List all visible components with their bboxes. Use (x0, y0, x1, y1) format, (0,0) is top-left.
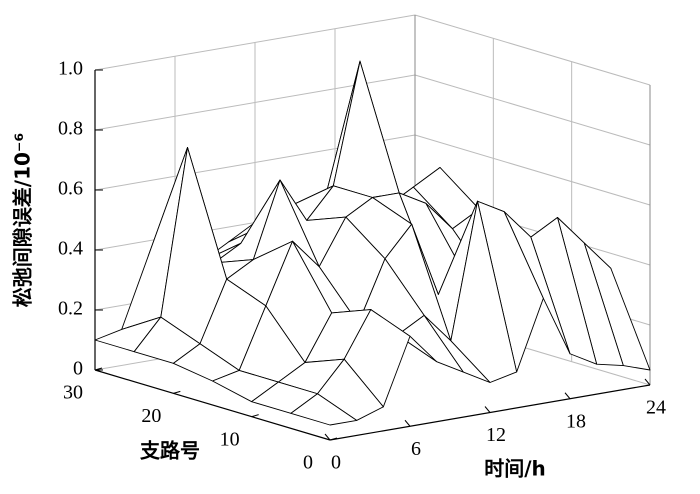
x-tick-label: 12 (486, 424, 506, 446)
axis-line (94, 369, 331, 441)
z-tick-label: 0.4 (58, 238, 83, 260)
tick-mark (94, 367, 103, 371)
tick-mark (173, 390, 181, 394)
z-tick-label: 0.2 (58, 298, 83, 320)
tick-mark (251, 414, 259, 418)
y-tick-label: 10 (220, 428, 240, 450)
grid-line (414, 134, 651, 206)
z-tick-label: 0.6 (58, 178, 83, 200)
x-tick-label: 18 (566, 410, 586, 432)
y-axis-label: 支路号 (140, 439, 200, 463)
z-axis-label: 松弛间隙误差/10⁻⁶ (11, 133, 35, 307)
tick-mark (329, 437, 338, 441)
z-tick-label: 1.0 (58, 58, 83, 80)
y-tick-label: 30 (63, 382, 83, 404)
z-tick-label: 0.8 (58, 118, 83, 140)
z-tick-label: 0 (73, 358, 83, 380)
surface-cell (290, 393, 358, 426)
tick-mark (324, 433, 331, 441)
y-tick-label: 0 (303, 452, 313, 474)
y-tick-label: 20 (141, 405, 161, 427)
tick-mark (404, 419, 411, 427)
x-axis-label: 时间/h (484, 457, 546, 481)
x-tick-label: 0 (331, 452, 341, 474)
tick-mark (644, 378, 651, 386)
grid-line (414, 14, 651, 86)
x-tick-label: 24 (646, 397, 666, 419)
grid-line (414, 74, 651, 146)
x-tick-label: 6 (411, 438, 421, 460)
tick-mark (484, 406, 491, 413)
tick-mark (564, 392, 571, 400)
